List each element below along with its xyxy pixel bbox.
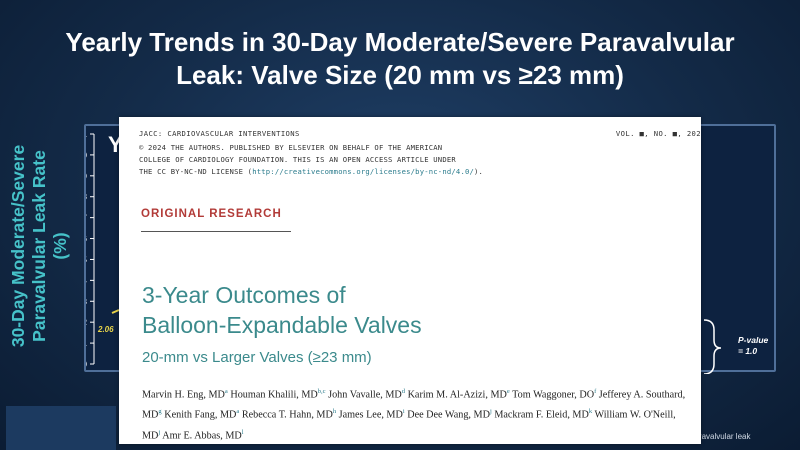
series-line-fragment xyxy=(111,309,120,314)
author-name: James Lee, MD xyxy=(338,409,403,421)
author-affiliation: j xyxy=(489,408,492,416)
article-subtitle: 20-mm vs Larger Valves (≥23 mm) xyxy=(142,349,372,366)
author-affiliation: h xyxy=(332,408,337,416)
copyright-line-3-post: ). xyxy=(474,167,484,176)
author-affiliation: l xyxy=(241,428,244,436)
section-divider xyxy=(141,231,291,232)
author-affiliation: b,c xyxy=(317,388,326,395)
y-tick-label: 2 xyxy=(86,317,87,327)
y-tick-label: 11 xyxy=(86,129,87,139)
copyright-line-1: © 2024 THE AUTHORS. PUBLISHED BY ELSEVIE… xyxy=(139,143,443,152)
author-name: Kenith Fang, MD xyxy=(164,409,237,421)
author-affiliation: g xyxy=(158,408,162,416)
author-affiliation: a xyxy=(224,388,228,395)
y-tick-label: 4 xyxy=(86,275,87,285)
y-tick-label: 8 xyxy=(86,192,87,202)
author-affiliation: d xyxy=(401,388,406,395)
author-affiliation: k xyxy=(588,408,593,416)
article-title-line-2: Balloon-Expandable Valves xyxy=(142,312,422,338)
author-affiliation: j xyxy=(158,428,161,436)
author-name: Rebecca T. Hahn, MD xyxy=(241,409,333,421)
y-tick-label: 5 xyxy=(86,254,87,264)
y-axis-title-line-2: Paravalvular Leak Rate xyxy=(29,150,49,342)
y-axis-title-line-1: 30-Day Moderate/Severe xyxy=(8,145,28,348)
pvalue-label: P-value xyxy=(738,335,769,345)
author-affiliation: f xyxy=(594,388,597,395)
section-label: ORIGINAL RESEARCH xyxy=(141,208,282,220)
copyright-notice: © 2024 THE AUTHORS. PUBLISHED BY ELSEVIE… xyxy=(139,142,519,178)
y-axis-title: 30-Day Moderate/Severe Paravalvular Leak… xyxy=(6,122,76,370)
y-tick-label: 6 xyxy=(86,234,87,244)
y-axis: 0 1 2 3 4 5 6 7 8 9 10 11 xyxy=(86,129,95,369)
author-affiliation: e xyxy=(506,388,510,395)
y-tick-label: 1 xyxy=(86,338,87,348)
slide-footnote: paravalvular leak xyxy=(690,432,751,441)
journal-name: JACC: CARDIOVASCULAR INTERVENTIONS xyxy=(139,129,300,138)
slide-title-line-2: Leak: Valve Size (20 mm vs ≥23 mm) xyxy=(176,60,624,90)
copyright-line-3-pre: THE CC BY-NC-ND LICENSE ( xyxy=(139,167,253,176)
article-excerpt: JACC: CARDIOVASCULAR INTERVENTIONS VOL. … xyxy=(119,117,701,444)
copyright-line-3: THE CC BY-NC-ND LICENSE (http://creative… xyxy=(139,166,519,178)
copyright-line-2: COLLEGE OF CARDIOLOGY FOUNDATION. THIS I… xyxy=(139,155,456,164)
slide-title: Yearly Trends in 30-Day Moderate/Severe … xyxy=(0,26,800,92)
author-name: Houman Khalili, MD xyxy=(230,389,318,401)
y-tick-label: 3 xyxy=(86,296,87,306)
author-name: Amr E. Abbas, MD xyxy=(162,430,242,442)
y-axis-title-line-3: (%) xyxy=(50,232,70,259)
slide-title-line-1: Yearly Trends in 30-Day Moderate/Severe … xyxy=(65,27,735,57)
decorative-box xyxy=(6,406,116,450)
author-list: Marvin H. Eng, MDa Houman Khalili, MDb,c… xyxy=(142,383,694,444)
author-name: Marvin H. Eng, MD xyxy=(142,389,225,401)
author-name: Dee Dee Wang, MD xyxy=(407,409,490,421)
y-tick-label: 9 xyxy=(86,171,87,181)
author-affiliation: i xyxy=(402,408,405,416)
pvalue-value: = 1.0 xyxy=(738,346,757,356)
author-name: Karim M. Al-Azizi, MD xyxy=(407,389,507,401)
y-tick-label: 7 xyxy=(86,213,87,223)
volume-info: VOL. ■, NO. ■, 202 xyxy=(615,129,701,138)
y-tick-label: 10 xyxy=(86,150,87,160)
article-title: 3-Year Outcomes of Balloon-Expandable Va… xyxy=(142,280,642,340)
author-name: John Vavalle, MD xyxy=(328,389,402,401)
article-title-line-1: 3-Year Outcomes of xyxy=(142,282,346,308)
author-name: Jefferey A. Southard, MD xyxy=(142,389,686,421)
author-affiliation: a xyxy=(236,408,240,416)
author-name: Mackram F. Eleid, MD xyxy=(494,409,589,421)
y-tick-label: 0 xyxy=(86,359,87,369)
author-name: William W. O'Neill, MD xyxy=(142,409,676,442)
data-label-2-06: 2.06 xyxy=(97,325,114,334)
author-name: Tom Waggoner, DO xyxy=(512,389,595,401)
license-link[interactable]: http://creativecommons.org/licenses/by-n… xyxy=(252,167,475,176)
pvalue-bracket xyxy=(703,319,722,374)
